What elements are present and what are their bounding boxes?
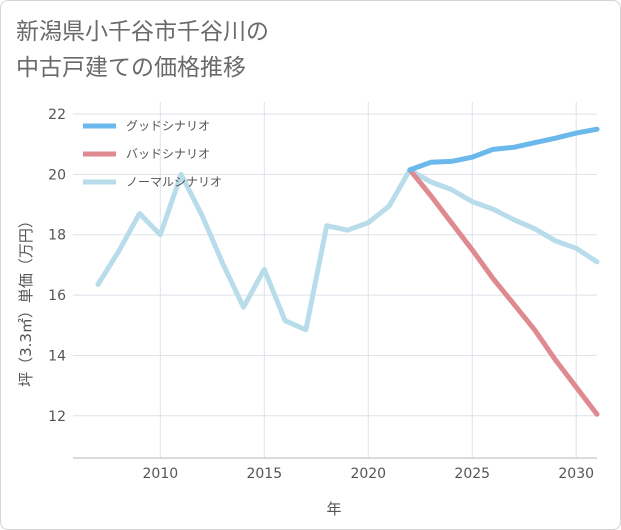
series-line-0 xyxy=(407,126,600,173)
x-tick-labels: 2010 2015 2020 2025 2030 xyxy=(143,466,595,482)
title-line-1: 新潟県小千谷市千谷川の xyxy=(16,19,269,45)
page-title: 新潟県小千谷市千谷川の 中古戸建ての価格推移 xyxy=(16,14,269,86)
series-line-2 xyxy=(95,167,600,333)
y-tick-label: 16 xyxy=(48,288,66,304)
y-tick-labels: 12 14 16 18 20 22 xyxy=(48,107,66,425)
x-tick-label: 2015 xyxy=(246,466,282,482)
y-tick-label: 20 xyxy=(48,167,66,183)
y-axis-title: 坪（3.3㎡）単価（万円） xyxy=(17,213,35,387)
title-line-2: 中古戸建ての価格推移 xyxy=(16,55,246,81)
x-tick-label: 2020 xyxy=(350,466,386,482)
x-axis-title: 年 xyxy=(326,500,341,518)
y-tick-label: 14 xyxy=(48,348,66,364)
legend-label-1: バッドシナリオ xyxy=(126,147,210,161)
x-tick-label: 2010 xyxy=(143,466,179,482)
legend-label-2: ノーマルシナリオ xyxy=(126,175,222,189)
series-lines xyxy=(95,126,600,417)
series-line-1 xyxy=(407,167,600,417)
y-tick-label: 18 xyxy=(48,228,66,244)
x-tick-label: 2030 xyxy=(558,466,594,482)
x-tick-label: 2025 xyxy=(454,466,490,482)
legend-label-0: グッドシナリオ xyxy=(126,119,210,133)
y-tick-label: 12 xyxy=(48,409,66,425)
y-tick-label: 22 xyxy=(48,107,66,123)
